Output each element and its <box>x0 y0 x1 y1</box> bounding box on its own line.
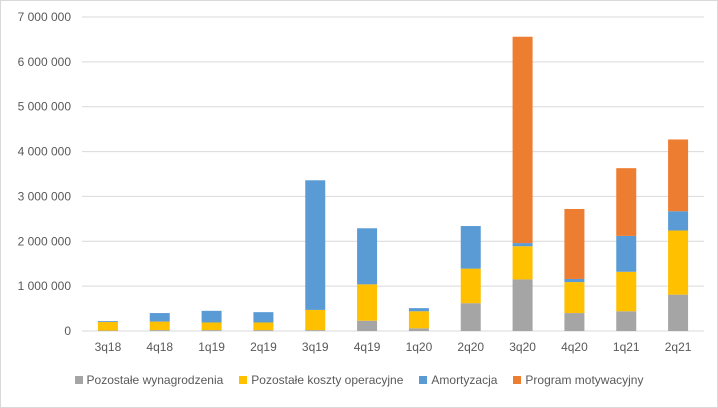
bar-segment <box>201 310 222 323</box>
x-tick-label: 1q19 <box>198 340 225 354</box>
legend-label: Pozostałe koszty operacyjne <box>251 373 404 387</box>
bar-segment <box>408 311 429 329</box>
legend-swatch <box>74 376 83 384</box>
bar-segment <box>668 139 689 212</box>
bar-segment <box>512 279 533 331</box>
bar-segment <box>564 313 585 331</box>
y-tick-label: 3 000 000 <box>18 189 72 203</box>
bar-segment <box>408 328 429 331</box>
legend-item-program-motywacyjny: Program motywacyjny <box>513 373 643 387</box>
legend-label: Program motywacyjny <box>525 373 644 387</box>
bar-segment <box>201 330 222 331</box>
y-tick-label: 4 000 000 <box>18 145 72 159</box>
bar-segment <box>253 330 274 331</box>
bar-segment <box>616 235 637 272</box>
x-tick-label: 1q20 <box>406 340 433 354</box>
bar-segment <box>305 180 326 310</box>
bar-segment <box>460 226 481 269</box>
legend-swatch <box>419 376 428 384</box>
bar-segment <box>460 268 481 304</box>
bar-segment <box>668 230 689 295</box>
legend-swatch <box>513 376 522 384</box>
bar-segment <box>564 282 585 314</box>
bar-segment <box>149 330 170 331</box>
bar-segment <box>616 311 637 331</box>
bar-segment <box>512 36 533 244</box>
bar-segment <box>460 303 481 331</box>
bar-segment <box>408 308 429 312</box>
x-tick-label: 3q18 <box>95 340 122 354</box>
y-tick-label: 6 000 000 <box>18 55 72 69</box>
bar-segment <box>201 322 222 331</box>
x-tick-label: 2q19 <box>250 340 277 354</box>
legend-item-pozostale-wynagrodzenia: Pozostałe wynagrodzenia <box>74 373 224 387</box>
y-tick-label: 7 000 000 <box>18 10 72 24</box>
bar-segment <box>512 246 533 280</box>
bar-segment <box>357 320 378 331</box>
legend-label: Amortyzacja <box>431 373 498 387</box>
y-tick-label: 0 <box>64 324 71 338</box>
bar-segment <box>149 321 170 331</box>
bar-segment <box>97 322 118 331</box>
bar-segment <box>253 312 274 323</box>
x-tick-label: 2q20 <box>457 340 484 354</box>
bar-segment <box>357 284 378 321</box>
bar-segment <box>305 309 326 331</box>
bar-segment <box>305 330 326 331</box>
bar-segment <box>564 208 585 279</box>
gridlines <box>82 16 704 332</box>
bar-segment <box>564 278 585 283</box>
bar-segment <box>668 211 689 231</box>
bars <box>97 36 689 331</box>
bar-segment <box>97 321 118 323</box>
legend-item-amortyzacja: Amortyzacja <box>419 373 497 387</box>
bar-segment <box>357 228 378 285</box>
bar-segment <box>616 271 637 312</box>
legend-swatch <box>239 376 248 384</box>
bar-segment <box>668 294 689 331</box>
bar-segment <box>616 168 637 236</box>
y-axis-ticks: 0 1 000 000 2 000 000 3 000 000 4 000 000 5 0… <box>18 10 72 338</box>
legend-item-pozostale-koszty: Pozostałe koszty operacyjne <box>239 373 403 387</box>
y-tick-label: 5 000 000 <box>18 100 72 114</box>
x-tick-label: 2q21 <box>665 340 692 354</box>
x-axis-ticks: 3q18 4q18 1q19 2q19 3q19 4q19 1q20 2q20 3q20 4q20… <box>95 340 692 354</box>
bar-segment <box>253 322 274 331</box>
x-tick-label: 3q20 <box>509 340 536 354</box>
legend: Pozostałe wynagrodzenia Pozostałe koszty… <box>0 373 718 387</box>
bar-segment <box>149 313 170 322</box>
bar-segment <box>512 243 533 247</box>
x-tick-label: 1q21 <box>613 340 640 354</box>
legend-label: Pozostałe wynagrodzenia <box>86 373 224 387</box>
x-tick-label: 4q18 <box>146 340 173 354</box>
y-tick-label: 2 000 000 <box>18 234 72 248</box>
x-tick-label: 4q19 <box>354 340 381 354</box>
y-tick-label: 1 000 000 <box>18 279 72 293</box>
x-tick-label: 3q19 <box>302 340 329 354</box>
x-tick-label: 4q20 <box>561 340 588 354</box>
